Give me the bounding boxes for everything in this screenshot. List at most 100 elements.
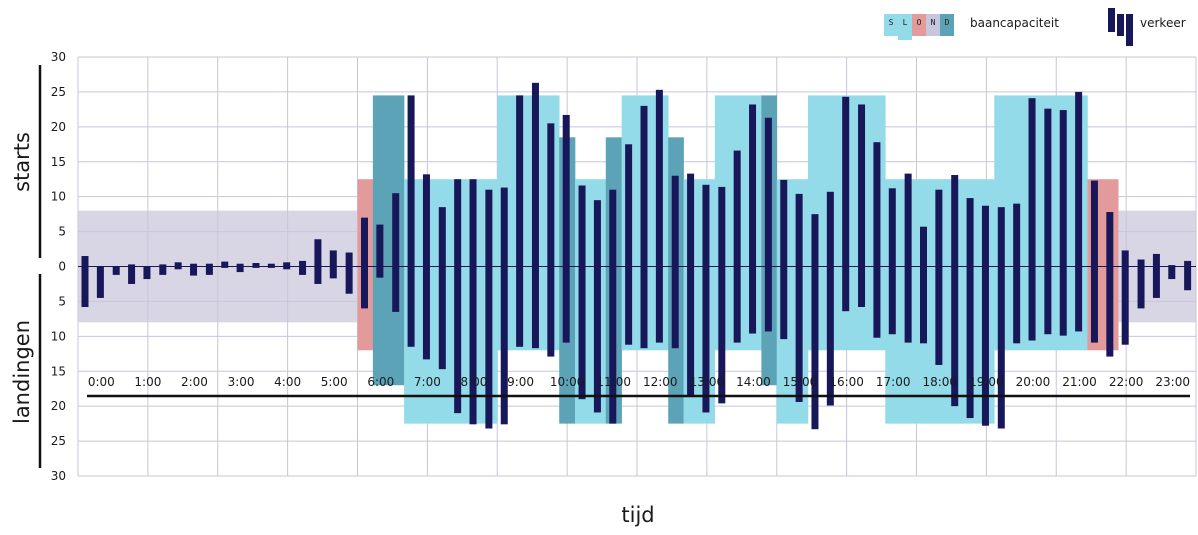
- traffic-bar: [236, 263, 244, 273]
- traffic-bar: [671, 175, 679, 349]
- traffic-bar: [345, 252, 353, 294]
- y-axis-title-starts: starts: [10, 132, 34, 192]
- traffic-bar: [205, 263, 213, 275]
- x-tick-label: 2:00: [181, 375, 208, 389]
- x-tick-label: 16:00: [829, 375, 864, 389]
- traffic-bar: [174, 262, 182, 270]
- traffic-bar: [981, 205, 989, 426]
- traffic-bar: [531, 82, 539, 349]
- x-tick-label: 10:00: [550, 375, 585, 389]
- traffic-bar: [361, 217, 368, 309]
- x-tick-label: 11:00: [596, 375, 631, 389]
- traffic-bar: [469, 179, 477, 425]
- traffic-bar: [1121, 250, 1129, 345]
- y-tick-label: 10: [51, 329, 66, 343]
- x-tick-label: 15:00: [783, 375, 818, 389]
- y-tick-label: 25: [51, 434, 66, 448]
- y-tick-label: 10: [51, 190, 66, 204]
- y-tick-label: 15: [51, 155, 66, 169]
- traffic-bar: [547, 123, 555, 357]
- traffic-bar: [1028, 98, 1036, 341]
- capacity-block-s: [404, 179, 498, 424]
- traffic-bar: [329, 250, 337, 279]
- traffic-bar: [1059, 110, 1067, 336]
- traffic-bar: [687, 173, 695, 398]
- x-tick-label: 23:00: [1155, 375, 1190, 389]
- traffic-bar: [780, 179, 788, 340]
- x-tick-label: 5:00: [321, 375, 348, 389]
- x-tick-label: 0:00: [88, 375, 115, 389]
- traffic-bar: [749, 104, 757, 334]
- traffic-bar: [1106, 212, 1114, 357]
- traffic-bar: [702, 184, 710, 413]
- traffic-bar: [562, 114, 570, 343]
- x-tick-label: 6:00: [367, 375, 394, 389]
- traffic-bar: [376, 224, 384, 278]
- legend-traffic-bar: [1126, 14, 1133, 46]
- traffic-bar: [873, 142, 881, 338]
- traffic-bar: [221, 261, 229, 268]
- traffic-bar: [516, 95, 524, 347]
- traffic-bar: [1044, 108, 1052, 335]
- traffic-bar: [795, 193, 803, 402]
- legend-traffic-bar: [1117, 14, 1124, 36]
- x-axis-title: tijd: [621, 503, 654, 527]
- traffic-bar: [190, 263, 198, 276]
- legend-letter-d: D: [945, 18, 950, 27]
- x-tick-label: 20:00: [1016, 375, 1051, 389]
- y-tick-label: 5: [58, 294, 66, 308]
- traffic-bar: [858, 104, 866, 308]
- traffic-bar: [826, 191, 834, 406]
- y-axis-title-landingen: landingen: [10, 320, 34, 424]
- legend-letter-n: N: [931, 18, 936, 27]
- legend-capacity-label: baancapaciteit: [970, 16, 1059, 30]
- traffic-bar: [1152, 253, 1160, 298]
- y-tick-label: 30: [51, 50, 66, 64]
- traffic-bar: [407, 95, 415, 347]
- traffic-bar: [1075, 91, 1083, 332]
- y-tick-labels: 30 25 20 15 10 5 0 5 10 15 20 25 30: [51, 50, 66, 483]
- traffic-bar: [609, 189, 617, 424]
- legend-traffic-label: verkeer: [1140, 16, 1186, 30]
- traffic-bar: [81, 256, 89, 308]
- traffic-bar: [764, 117, 772, 332]
- x-tick-label: 22:00: [1109, 375, 1144, 389]
- x-tick-label: 4:00: [274, 375, 301, 389]
- x-tick-label: 9:00: [507, 375, 534, 389]
- traffic-bar: [578, 185, 586, 400]
- traffic-bar: [267, 263, 275, 268]
- legend-letter-s: S: [889, 18, 894, 27]
- traffic-bar: [283, 262, 291, 270]
- traffic-bar: [159, 264, 167, 275]
- legend-letter-o: O: [917, 18, 922, 27]
- traffic-bar: [904, 173, 912, 343]
- legend-swatch-l: [898, 14, 912, 40]
- x-tick-label: 18:00: [922, 375, 957, 389]
- traffic-bar: [454, 179, 462, 414]
- traffic-bar: [951, 175, 959, 407]
- x-tick-labels: 0:00 1:00 2:00 3:00 4:00 5:00 6:00 7:00 8:00 9:00…: [88, 375, 1190, 389]
- traffic-bar: [811, 214, 819, 430]
- legend-traffic-bar: [1108, 8, 1115, 32]
- traffic-bar: [920, 226, 927, 344]
- traffic-bar: [112, 266, 120, 275]
- x-tick-label: 13:00: [690, 375, 725, 389]
- traffic-bar: [1090, 180, 1098, 343]
- traffic-bar: [143, 266, 151, 280]
- y-tick-label: 20: [51, 120, 66, 134]
- traffic-bar: [718, 186, 726, 404]
- y-tick-label: 30: [51, 469, 66, 483]
- y-tick-label: 20: [51, 399, 66, 413]
- traffic-bar: [438, 207, 446, 370]
- traffic-bar: [392, 193, 400, 312]
- traffic-bar: [1013, 203, 1021, 344]
- traffic-bar: [252, 263, 260, 268]
- x-tick-label: 12:00: [643, 375, 678, 389]
- legend-traffic-swatch: [1108, 8, 1133, 46]
- traffic-bar: [96, 266, 104, 298]
- y-tick-label: 0: [58, 260, 66, 274]
- traffic-bar: [935, 189, 943, 365]
